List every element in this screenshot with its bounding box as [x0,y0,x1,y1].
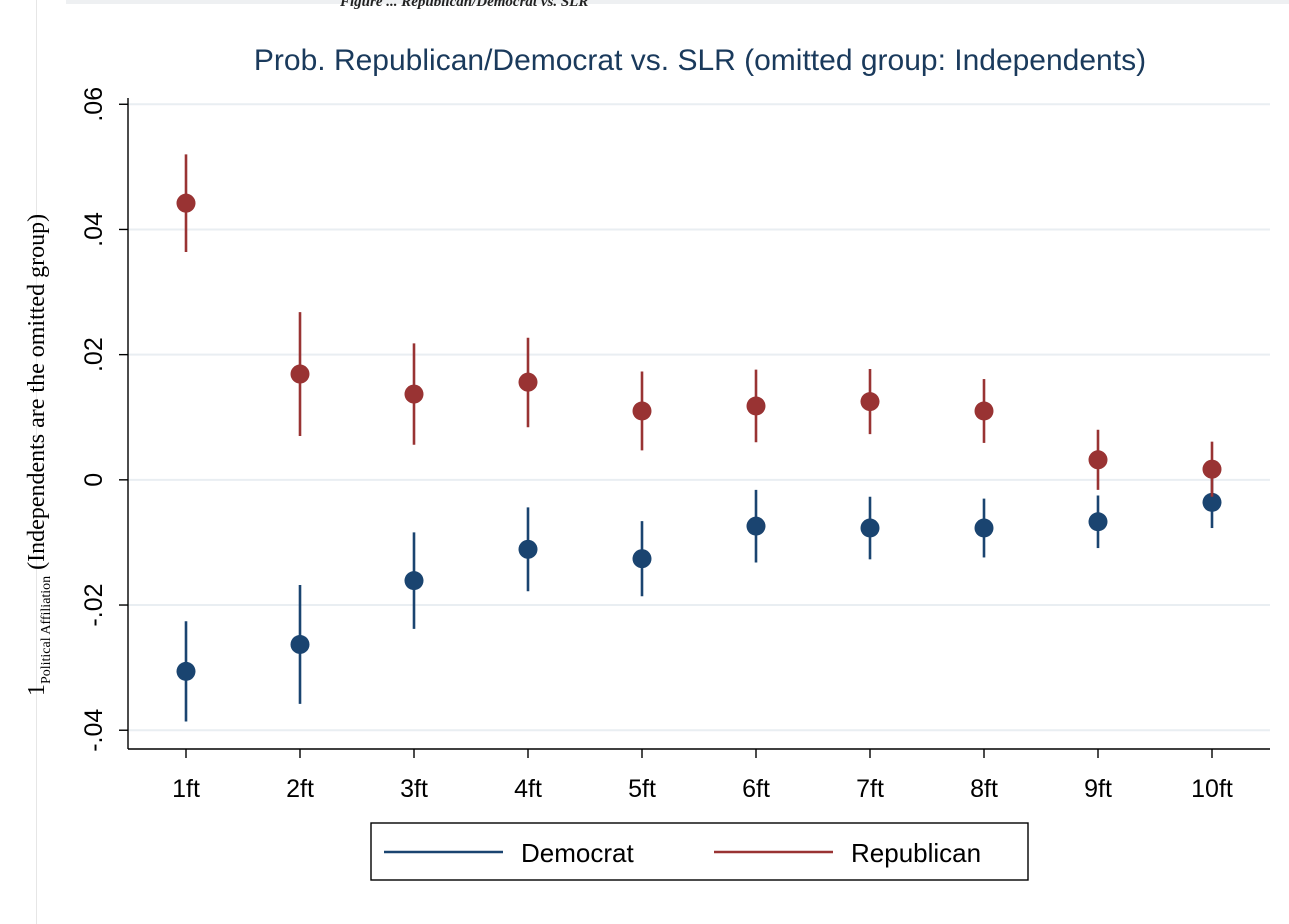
point-republican-10ft [1202,459,1222,479]
y-axis-label-main: 1 [24,684,50,696]
point-republican-5ft [632,401,652,421]
y-ticks: -.04 -.02 0 .02 .04 .06 [80,87,128,752]
series [176,154,1222,722]
legend-label-democrat: Democrat [521,838,634,868]
y-axis-label: 1Political Affiliation (Independents are… [24,214,54,696]
legend: Democrat Republican [370,822,1029,881]
x-tick-label-7: 8ft [970,775,998,803]
y-tick-label-2: 0 [80,473,108,487]
point-democrat-7ft [860,518,880,538]
point-republican-7ft [860,392,880,412]
y-axis-label-rest: (Independents are the omitted group) [24,214,50,576]
legend-label-republican: Republican [851,838,981,868]
point-republican-4ft [518,372,538,392]
point-democrat-4ft [518,539,538,559]
y-tick-label-3: .02 [80,337,108,372]
y-tick-label-5: .06 [80,87,108,122]
point-republican-3ft [404,384,424,404]
x-tick-label-5: 6ft [742,775,770,803]
y-tick-label-0: -.04 [80,709,108,752]
figure-caption: Figure ... Republican/Democrat vs. SLR [340,0,589,10]
point-republican-8ft [974,401,994,421]
x-tick-label-9: 10ft [1191,775,1233,803]
point-democrat-8ft [974,518,994,538]
point-democrat-1ft [176,661,196,681]
point-democrat-10ft [1202,492,1222,512]
x-tick-label-0: 1ft [172,775,200,803]
point-republican-2ft [290,364,310,384]
left-border-line [36,0,37,924]
gridlines [128,103,1270,732]
x-tick-label-2: 3ft [400,775,428,803]
point-democrat-6ft [746,516,766,536]
y-tick-label-1: -.02 [80,583,108,626]
point-republican-6ft [746,396,766,416]
top-border-strip [66,0,1289,4]
chart-title: Prob. Republican/Democrat vs. SLR (omitt… [254,44,1146,77]
series-republican [176,154,1222,497]
x-tick-label-3: 4ft [514,775,542,803]
x-tick-label-1: 2ft [286,775,314,803]
point-republican-9ft [1088,450,1108,470]
x-tick-label-6: 7ft [856,775,884,803]
point-democrat-3ft [404,571,424,591]
point-democrat-5ft [632,549,652,569]
x-ticks: 1ft 2ft 3ft 4ft 5ft 6ft 7ft 8ft 9ft 10ft [172,749,1233,803]
point-democrat-2ft [290,634,310,654]
y-axis-label-subscript: Political Affiliation [39,576,54,684]
y-tick-label-4: .04 [80,212,108,247]
x-tick-label-8: 9ft [1084,775,1112,803]
point-democrat-9ft [1088,512,1108,532]
series-democrat [176,476,1222,722]
point-republican-1ft [176,193,196,213]
x-tick-label-4: 5ft [628,775,656,803]
axes [127,98,1270,750]
